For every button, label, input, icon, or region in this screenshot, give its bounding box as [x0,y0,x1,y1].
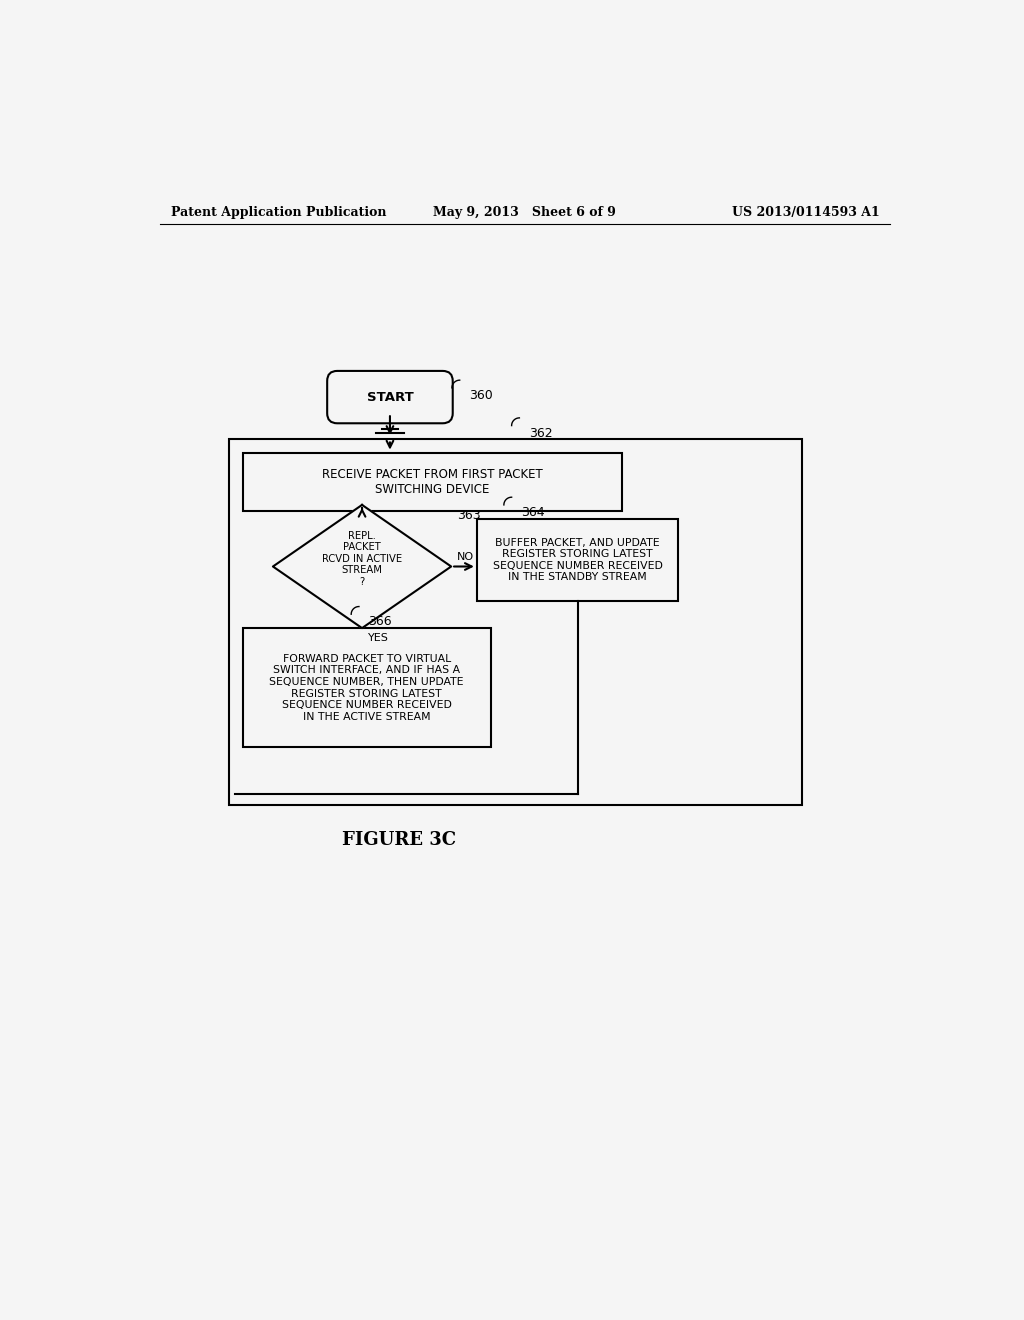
Text: FORWARD PACKET TO VIRTUAL
SWITCH INTERFACE, AND IF HAS A
SEQUENCE NUMBER, THEN U: FORWARD PACKET TO VIRTUAL SWITCH INTERFA… [269,653,464,722]
Text: REPL.
PACKET
RCVD IN ACTIVE
STREAM
?: REPL. PACKET RCVD IN ACTIVE STREAM ? [322,531,402,587]
Text: 366: 366 [369,615,392,628]
Bar [243,628,490,747]
Polygon shape [273,506,452,628]
Text: 362: 362 [528,426,552,440]
Text: US 2013/0114593 A1: US 2013/0114593 A1 [732,206,880,219]
Text: YES: YES [369,632,389,643]
Text: RECEIVE PACKET FROM FIRST PACKET
SWITCHING DEVICE: RECEIVE PACKET FROM FIRST PACKET SWITCHI… [323,467,543,496]
Text: START: START [367,391,414,404]
Text: BUFFER PACKET, AND UPDATE
REGISTER STORING LATEST
SEQUENCE NUMBER RECEIVED
IN TH: BUFFER PACKET, AND UPDATE REGISTER STORI… [493,537,663,582]
Text: 360: 360 [469,389,493,403]
Text: NO: NO [458,552,474,562]
Bar [228,440,802,805]
Bar [243,453,623,511]
Text: FIGURE 3C: FIGURE 3C [342,830,457,849]
FancyBboxPatch shape [328,371,453,424]
Text: Patent Application Publication: Patent Application Publication [171,206,386,219]
Text: 363: 363 [458,508,481,521]
Text: May 9, 2013   Sheet 6 of 9: May 9, 2013 Sheet 6 of 9 [433,206,616,219]
Text: 364: 364 [521,506,545,519]
Bar [477,519,678,601]
